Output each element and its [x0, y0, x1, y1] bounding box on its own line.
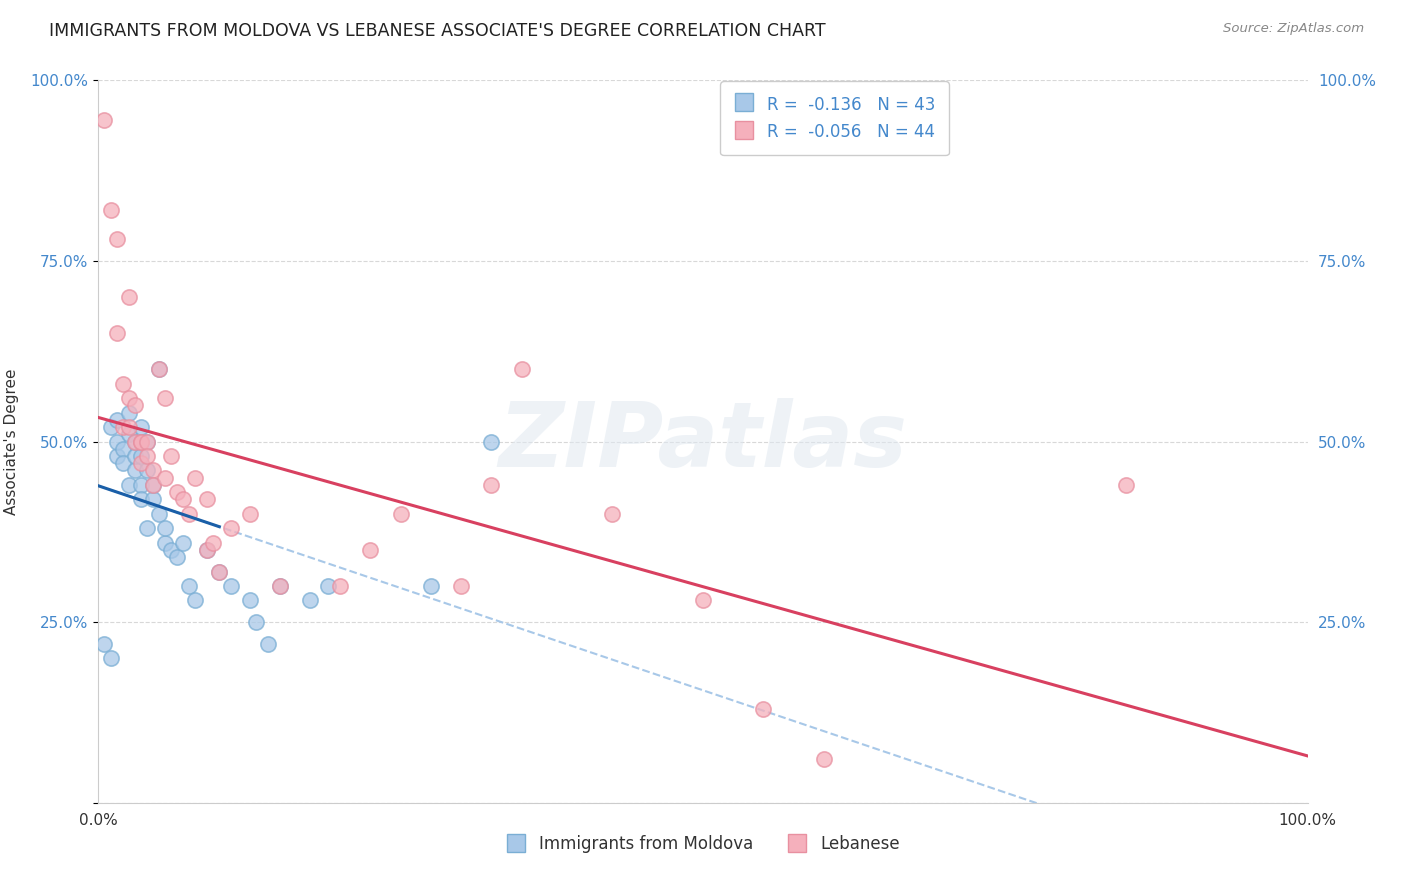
Point	[111, 420, 134, 434]
Point	[129, 434, 152, 449]
Point	[153, 391, 176, 405]
Point	[195, 492, 218, 507]
Point	[105, 326, 128, 340]
Point	[316, 579, 339, 593]
Point	[148, 362, 170, 376]
Point	[105, 413, 128, 427]
Point	[510, 362, 533, 376]
Point	[118, 406, 141, 420]
Point	[148, 507, 170, 521]
Point	[129, 456, 152, 470]
Y-axis label: Associate's Degree: Associate's Degree	[4, 368, 18, 515]
Point	[124, 398, 146, 412]
Point	[105, 232, 128, 246]
Point	[93, 637, 115, 651]
Point	[172, 535, 194, 549]
Point	[142, 478, 165, 492]
Point	[153, 535, 176, 549]
Point	[105, 449, 128, 463]
Point	[245, 615, 267, 630]
Point	[160, 449, 183, 463]
Point	[184, 470, 207, 484]
Point	[153, 521, 176, 535]
Point	[118, 478, 141, 492]
Point	[118, 427, 141, 442]
Point	[184, 593, 207, 607]
Point	[118, 420, 141, 434]
Point	[179, 507, 201, 521]
Point	[142, 463, 165, 477]
Point	[256, 637, 278, 651]
Point	[124, 463, 146, 477]
Point	[129, 434, 152, 449]
Point	[135, 434, 157, 449]
Point	[135, 521, 157, 535]
Point	[135, 434, 157, 449]
Point	[602, 507, 624, 521]
Point	[179, 579, 201, 593]
Point	[166, 485, 188, 500]
Point	[481, 478, 503, 492]
Point	[118, 290, 141, 304]
Point	[100, 203, 122, 218]
Point	[239, 507, 262, 521]
Point	[692, 593, 714, 607]
Point	[208, 565, 231, 579]
Point	[129, 492, 152, 507]
Point	[124, 449, 146, 463]
Point	[142, 478, 165, 492]
Point	[420, 579, 443, 593]
Point	[135, 449, 157, 463]
Point	[124, 434, 146, 449]
Point	[142, 492, 165, 507]
Point	[129, 478, 152, 492]
Point	[195, 542, 218, 557]
Point	[239, 593, 262, 607]
Point	[202, 535, 225, 549]
Point	[221, 579, 243, 593]
Point	[269, 579, 291, 593]
Text: IMMIGRANTS FROM MOLDOVA VS LEBANESE ASSOCIATE'S DEGREE CORRELATION CHART: IMMIGRANTS FROM MOLDOVA VS LEBANESE ASSO…	[49, 22, 825, 40]
Point	[329, 579, 352, 593]
Point	[299, 593, 322, 607]
Point	[135, 463, 157, 477]
Point	[100, 420, 122, 434]
Point	[166, 550, 188, 565]
Point	[195, 542, 218, 557]
Point	[172, 492, 194, 507]
Point	[100, 651, 122, 665]
Point	[450, 579, 472, 593]
Point	[153, 470, 176, 484]
Point	[160, 542, 183, 557]
Point	[111, 442, 134, 456]
Text: ZIPatlas: ZIPatlas	[499, 398, 907, 485]
Legend: Immigrants from Moldova, Lebanese: Immigrants from Moldova, Lebanese	[499, 828, 907, 860]
Point	[752, 702, 775, 716]
Point	[118, 391, 141, 405]
Point	[129, 449, 152, 463]
Point	[481, 434, 503, 449]
Point	[389, 507, 412, 521]
Text: Source: ZipAtlas.com: Source: ZipAtlas.com	[1223, 22, 1364, 36]
Point	[208, 565, 231, 579]
Point	[360, 542, 382, 557]
Point	[124, 434, 146, 449]
Point	[148, 362, 170, 376]
Point	[129, 420, 152, 434]
Point	[93, 113, 115, 128]
Point	[105, 434, 128, 449]
Point	[111, 456, 134, 470]
Point	[269, 579, 291, 593]
Point	[221, 521, 243, 535]
Point	[813, 752, 835, 766]
Point	[111, 376, 134, 391]
Point	[1115, 478, 1137, 492]
